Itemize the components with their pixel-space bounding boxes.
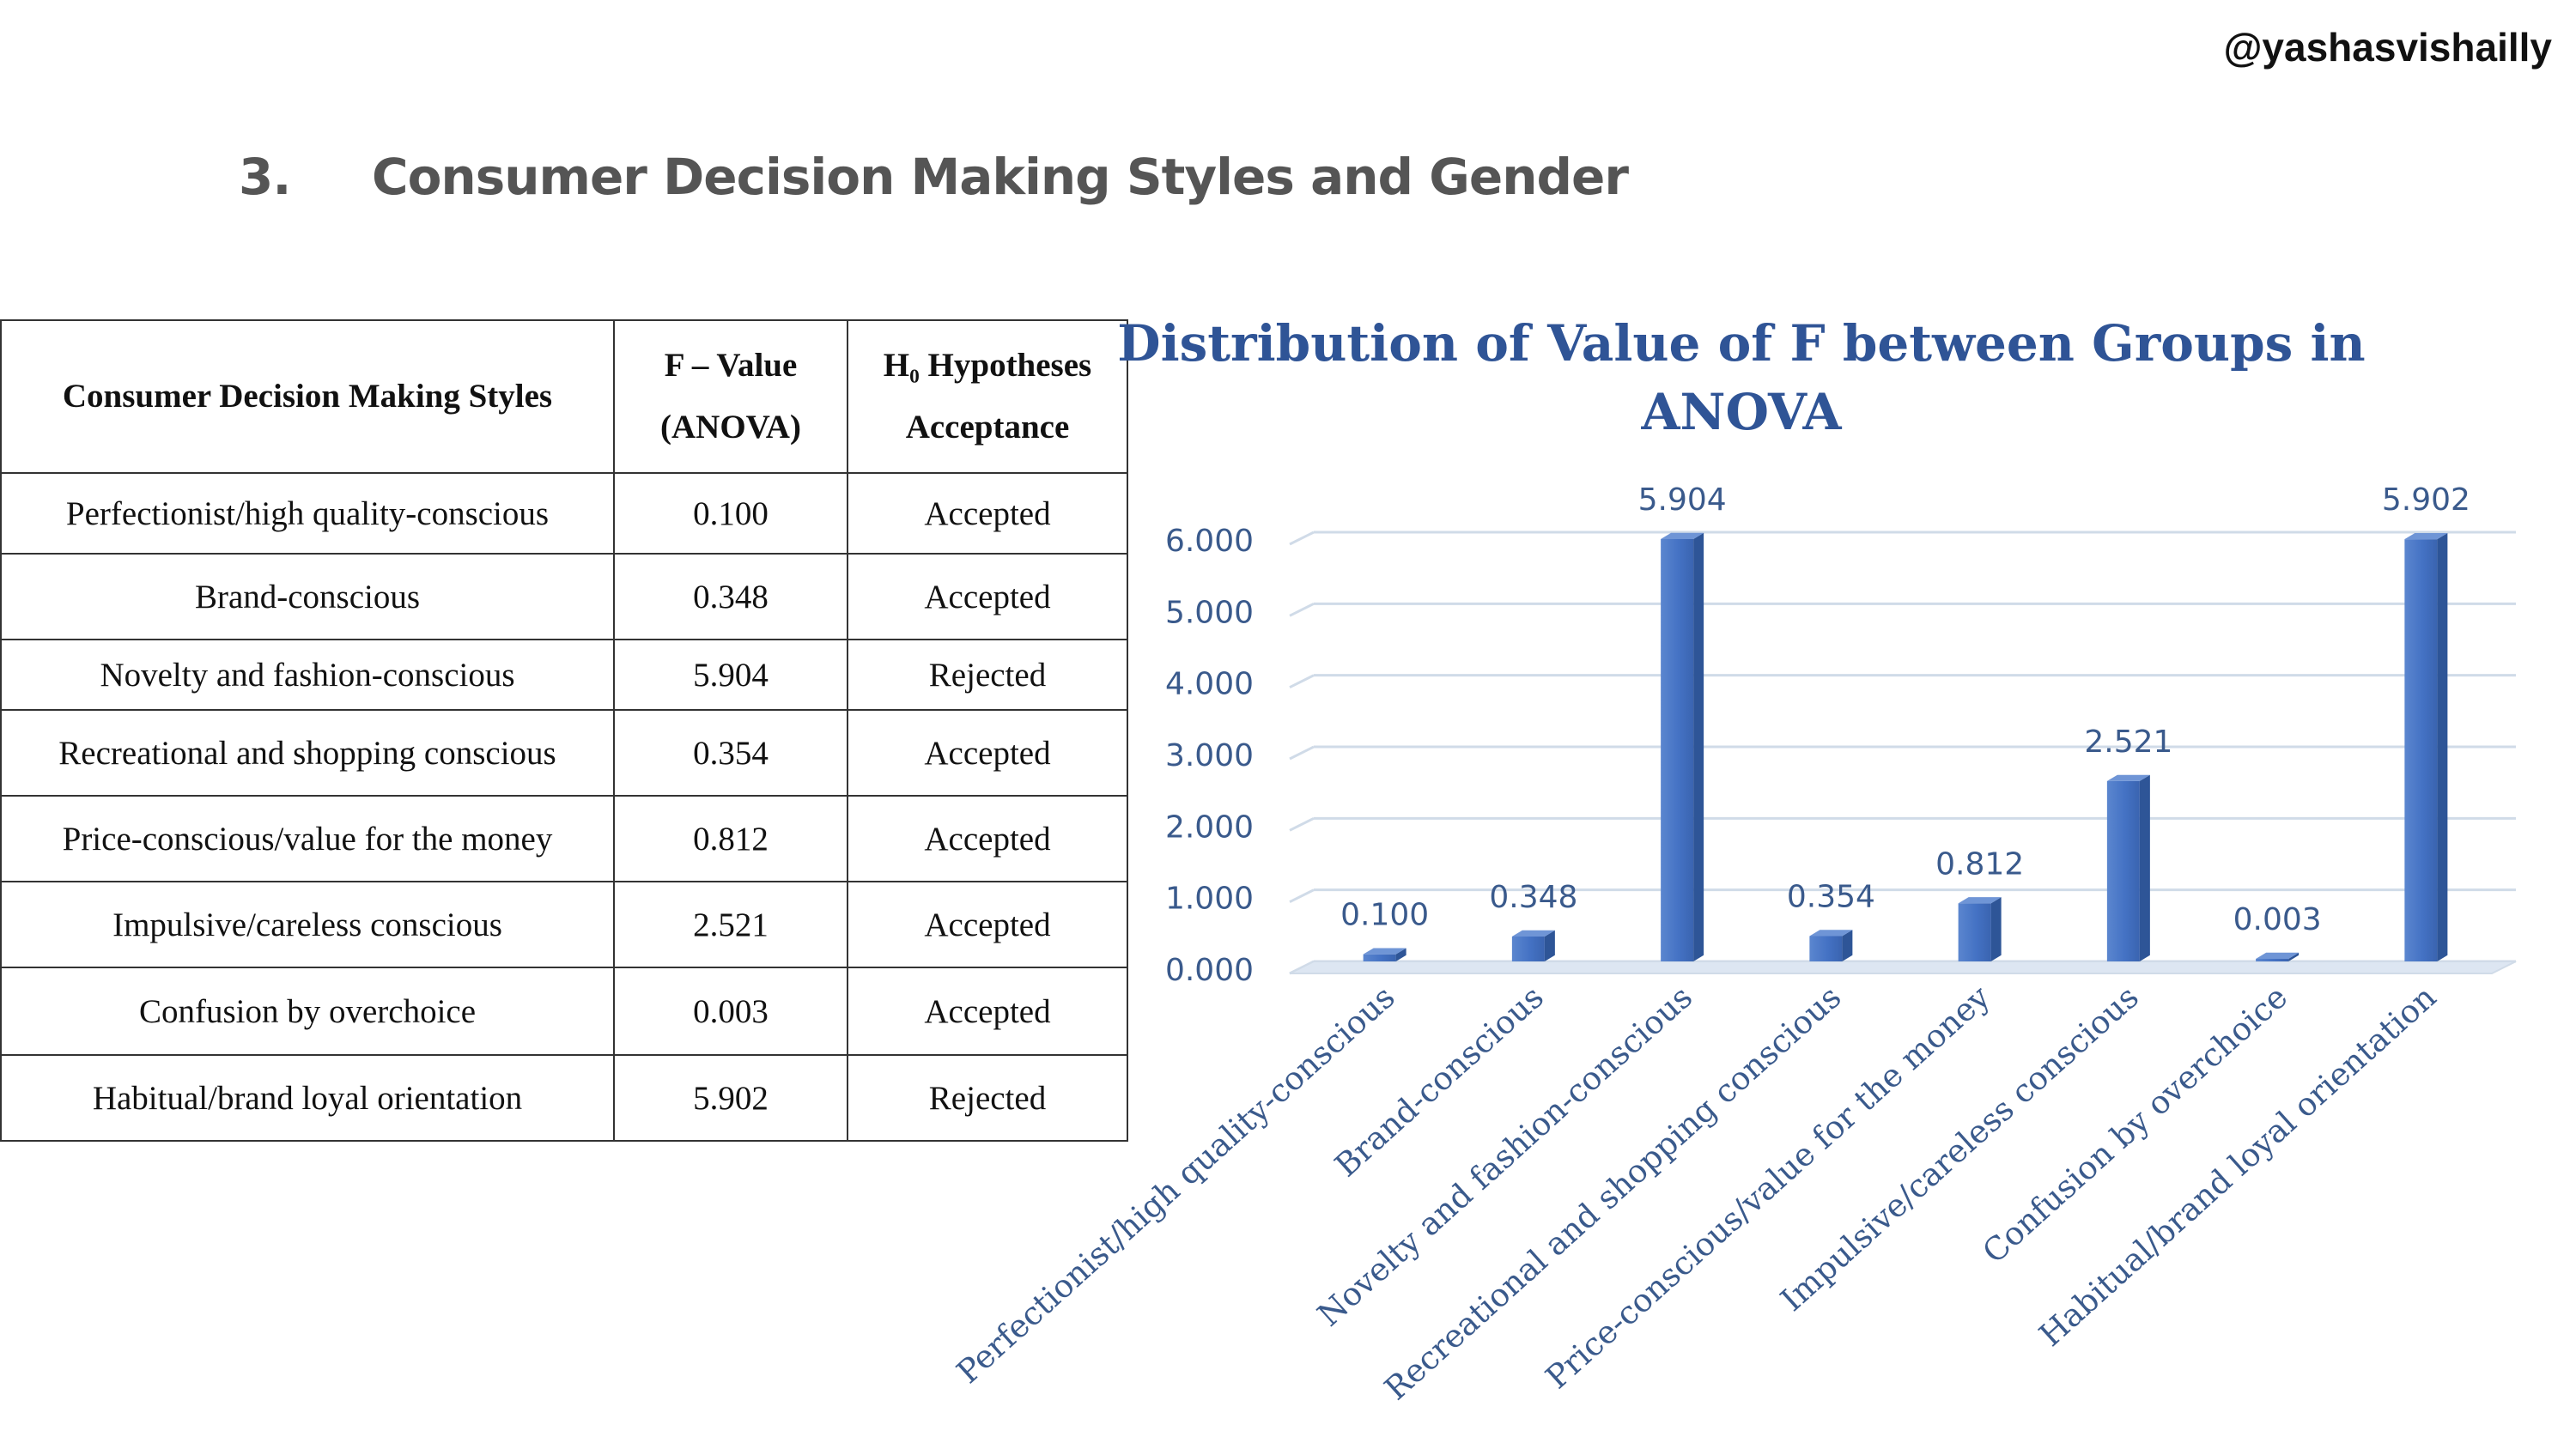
y-tick-label: 3.000 [1165, 738, 1254, 773]
table-row: Price-conscious/value for the money 0.812… [0, 795, 1128, 882]
cell-style: Impulsive/careless conscious [0, 881, 615, 968]
chart-title-line1: Distribution of Value of F between Group… [1117, 314, 2365, 373]
header-hypothesis-line1: H₀ Hypotheses [883, 347, 1092, 384]
anova-table: Consumer Decision Making Styles F – Valu… [0, 319, 1128, 1142]
y-tick-label: 2.000 [1165, 809, 1254, 845]
grid-line [1289, 745, 1315, 761]
cell-result: Rejected [847, 639, 1128, 711]
table-header-row: Consumer Decision Making Styles F – Valu… [0, 319, 1128, 474]
watermark-handle: @yashasvishailly [2223, 25, 2552, 70]
cell-result: Accepted [847, 795, 1128, 882]
y-tick-label: 4.000 [1165, 667, 1254, 702]
x-axis-ticks: Perfectionist/high quality-consciousBran… [950, 979, 2443, 1408]
x-tick-label: Confusion by overchoice [1976, 979, 2294, 1270]
cell-style: Brand-conscious [0, 553, 615, 640]
bar [1511, 930, 1555, 961]
bar-value-label: 0.354 [1787, 880, 1875, 915]
header-fvalue-line2: (ANOVA) [660, 409, 801, 446]
bar-value-label: 5.902 [2382, 482, 2470, 518]
bars [1363, 532, 2448, 961]
cell-result: Accepted [847, 881, 1128, 968]
table-row: Perfectionist/high quality-conscious 0.10… [0, 472, 1128, 555]
cell-style: Price-conscious/value for the money [0, 795, 615, 882]
bar [2404, 532, 2448, 961]
cell-style: Confusion by overchoice [0, 967, 615, 1056]
cell-result: Rejected [847, 1054, 1128, 1142]
y-tick-label: 5.000 [1165, 595, 1254, 630]
header-style: Consumer Decision Making Styles [0, 319, 615, 474]
bar-value-label: 0.348 [1489, 880, 1577, 915]
header-fvalue-line1: F – Value [664, 347, 798, 384]
table-row: Habitual/brand loyal orientation 5.902 Rej… [0, 1054, 1128, 1142]
bar [1958, 897, 2002, 961]
cell-result: Accepted [847, 472, 1128, 555]
grid-line [1289, 530, 1315, 546]
y-tick-label: 1.000 [1165, 882, 1254, 917]
bar-value-label: 0.003 [2233, 902, 2322, 937]
section-title: Consumer Decision Making Styles and Gend… [372, 148, 1629, 206]
header-hypothesis: H₀ Hypotheses Acceptance [847, 319, 1128, 474]
bar-value-label: 0.812 [1935, 846, 2024, 882]
table-row: Brand-conscious 0.348 Accepted [0, 553, 1128, 640]
grid-lines [1289, 530, 2517, 975]
table-row: Impulsive/careless conscious 2.521 Accepte… [0, 881, 1128, 968]
bar-value-label: 5.904 [1638, 482, 1727, 518]
grid-line [1289, 674, 1315, 689]
table-row: Confusion by overchoice 0.003 Accepted [0, 967, 1128, 1056]
bar [1363, 948, 1406, 961]
bar [1809, 930, 1853, 961]
f-value-chart: Distribution of Value of F between Group… [929, 292, 2576, 1416]
bar [2256, 952, 2300, 961]
grid-line [1289, 602, 1315, 617]
y-tick-label: 0.000 [1165, 953, 1254, 988]
cell-fvalue: 2.521 [613, 881, 848, 968]
y-tick-label: 6.000 [1165, 524, 1254, 559]
cell-fvalue: 5.902 [613, 1054, 848, 1142]
section-heading: 3. Consumer Decision Making Styles and G… [239, 148, 1629, 206]
grid-line [1289, 888, 1315, 904]
cell-fvalue: 0.003 [613, 967, 848, 1056]
table-row: Novelty and fashion-conscious 5.904 Reject… [0, 639, 1128, 711]
section-number: 3. [239, 148, 291, 206]
cell-result: Accepted [847, 967, 1128, 1056]
cell-fvalue: 0.354 [613, 709, 848, 797]
cell-fvalue: 0.812 [613, 795, 848, 882]
data-labels: 0.100 0.348 5.904 0.354 0.812 2.521 0.003 5.902 [1340, 482, 2470, 937]
cell-style: Recreational and shopping conscious [0, 709, 615, 797]
cell-style: Perfectionist/high quality-conscious [0, 472, 615, 555]
cell-fvalue: 0.348 [613, 553, 848, 640]
cell-result: Accepted [847, 553, 1128, 640]
bar-value-label: 2.521 [2084, 724, 2172, 760]
cell-result: Accepted [847, 709, 1128, 797]
cell-style: Habitual/brand loyal orientation [0, 1054, 615, 1142]
table-row: Recreational and shopping conscious 0.354… [0, 709, 1128, 797]
header-hypothesis-line2: Acceptance [905, 409, 1070, 446]
cell-fvalue: 5.904 [613, 639, 848, 711]
chart-title-line2: ANOVA [1640, 383, 1842, 441]
cell-fvalue: 0.100 [613, 472, 848, 555]
y-axis-ticks: 0.000 1.000 2.000 3.000 4.000 5.000 6.000 [1165, 524, 1254, 988]
bar [2106, 774, 2150, 961]
bar-value-label: 0.100 [1340, 898, 1429, 933]
chart-floor [1289, 961, 2517, 974]
header-fvalue: F – Value (ANOVA) [613, 319, 848, 474]
cell-style: Novelty and fashion-conscious [0, 639, 615, 711]
bar [1661, 532, 1704, 961]
grid-line [1289, 816, 1315, 832]
chart-svg: Distribution of Value of F between Group… [950, 314, 2517, 1408]
